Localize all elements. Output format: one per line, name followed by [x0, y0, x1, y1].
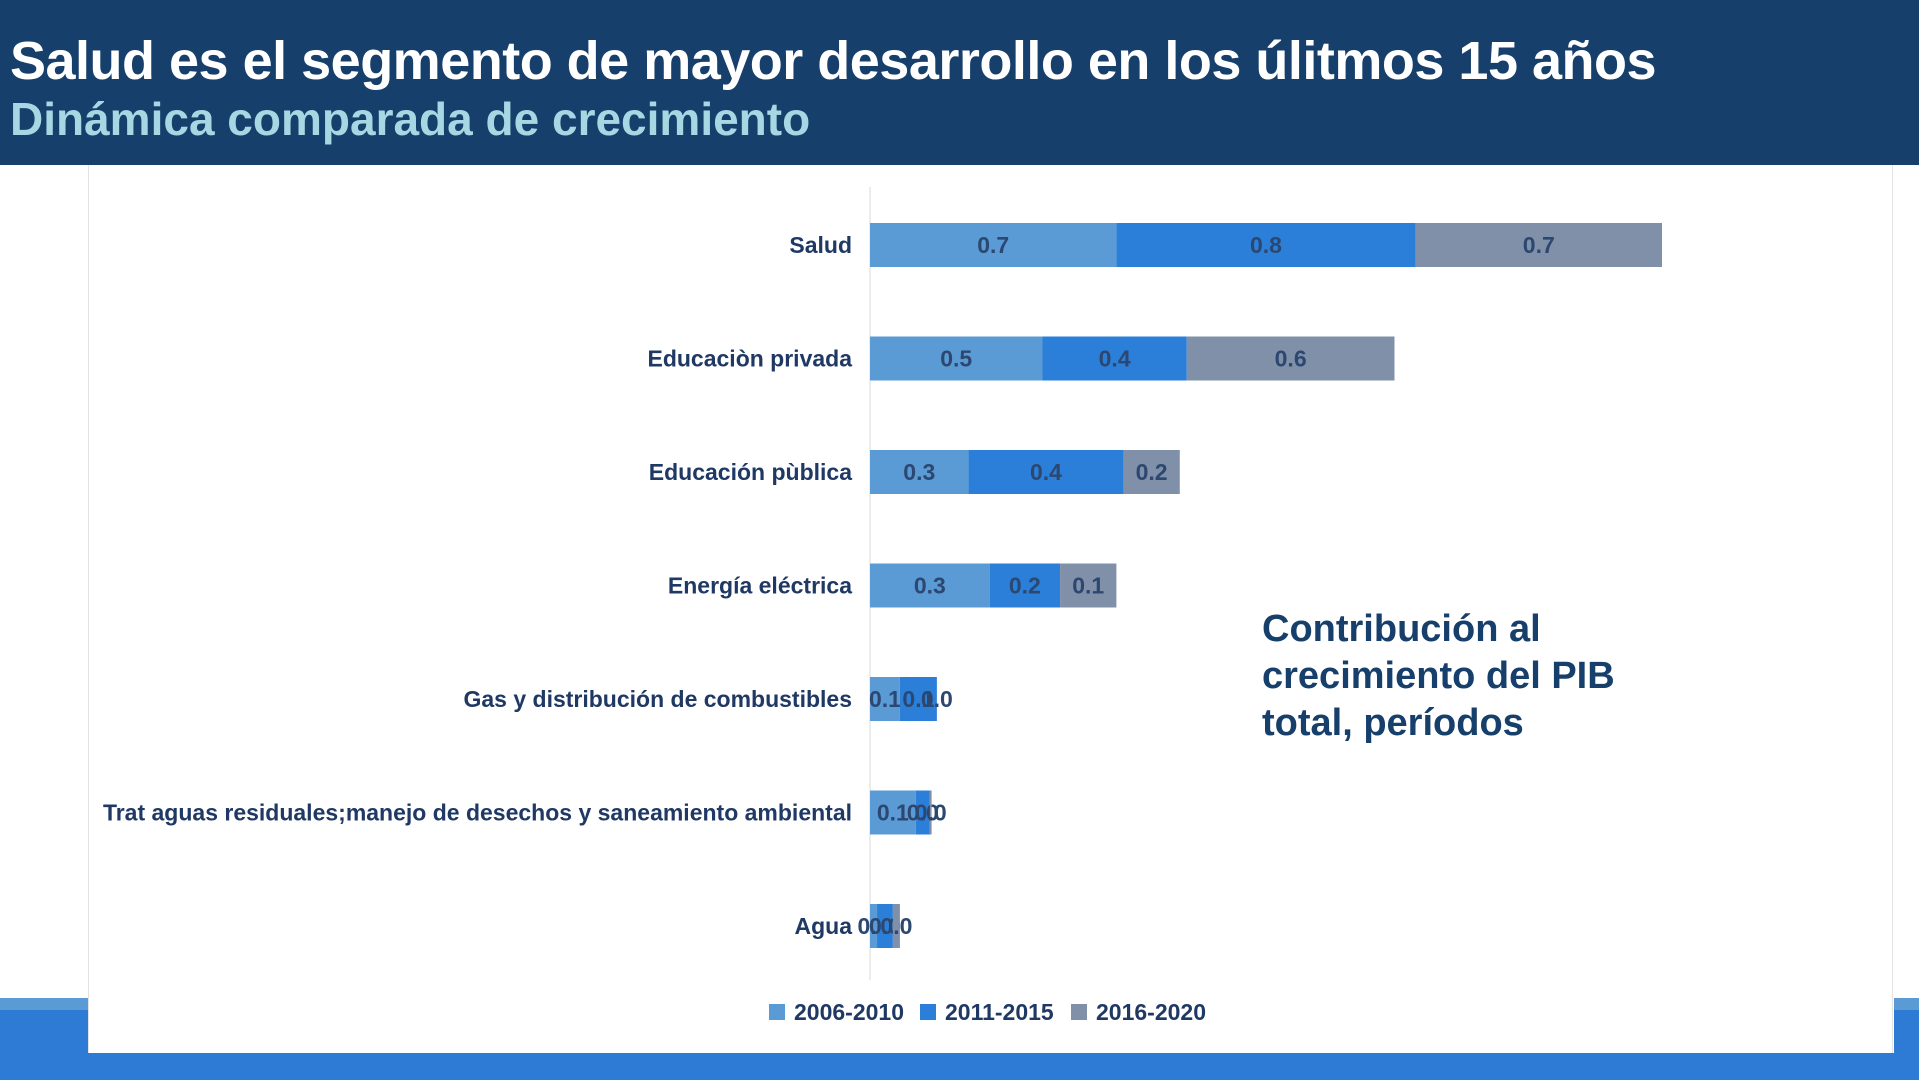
header-banner: Salud es el segmento de mayor desarrollo…: [0, 0, 1919, 165]
data-label: 0.2: [1136, 459, 1168, 485]
legend-label: 2011-2015: [945, 999, 1054, 1025]
bar-segment: [870, 336, 1043, 381]
category-label: Energía eléctrica: [668, 573, 852, 599]
legend-label: 2016-2020: [1096, 999, 1206, 1025]
bar-segment: [1116, 223, 1416, 267]
data-label: 0.4: [1099, 346, 1131, 372]
bar-segment: [870, 677, 900, 721]
legend-swatch: [1071, 1004, 1087, 1020]
bar-segment: [915, 790, 930, 835]
bar-segment: [989, 563, 1061, 608]
data-label: 0.7: [1523, 232, 1555, 258]
data-label: 0.0: [907, 800, 939, 826]
data-label: 0.1: [877, 800, 909, 826]
data-label: 0.5: [940, 346, 972, 372]
data-label: 0.6: [1275, 346, 1307, 372]
stacked-bar-chart: Salud 0.7 0.8 0.7 Educaciòn privada 0.5 0.4 0.6…: [103, 187, 1662, 1025]
bar-segment: [1186, 336, 1395, 381]
bar-segment: [870, 563, 990, 608]
category-label: Gas y distribución de combustibles: [463, 686, 852, 712]
page-title: Salud es el segmento de mayor desarrollo…: [10, 31, 1657, 91]
data-label: 0.1: [902, 686, 934, 712]
legend-swatch: [920, 1004, 936, 1020]
data-label: 0.0: [921, 686, 953, 712]
data-label: 0.0: [915, 800, 947, 826]
data-label: 0.1: [869, 686, 901, 712]
bar-segment: [877, 904, 893, 948]
data-label: 0.3: [903, 459, 935, 485]
bar-segment: [1123, 450, 1180, 494]
bar-segment: [870, 450, 969, 494]
bar-segment: [870, 904, 878, 948]
page-subtitle: Dinámica comparada de crecimiento: [10, 93, 811, 145]
legend-label: 2006-2010: [794, 999, 904, 1025]
data-label: 0.1: [1072, 573, 1104, 599]
bar-segment: [968, 450, 1124, 494]
bar-segment: [899, 677, 937, 721]
bar-segment: [1415, 223, 1662, 267]
bar-segment: [1042, 336, 1187, 381]
bar-segment: [1060, 563, 1117, 608]
data-label: 0.0: [880, 913, 912, 939]
category-label: Educaciòn privada: [647, 346, 852, 372]
data-label: 0.7: [977, 232, 1009, 258]
bar-segment: [870, 790, 916, 835]
category-label: Agua: [795, 913, 853, 939]
bar-segment: [870, 223, 1117, 267]
bar-segment: [929, 790, 932, 835]
data-label: 0.2: [1009, 573, 1041, 599]
category-label: Trat aguas residuales;manejo de desechos…: [103, 800, 852, 826]
data-label: 0.8: [1250, 232, 1282, 258]
category-label: Salud: [789, 232, 852, 258]
data-label: 0.3: [914, 573, 946, 599]
bar-segment: [892, 904, 900, 948]
chart-annotation: Contribución al crecimiento del PIB tota…: [1262, 608, 1615, 744]
category-label: Educación pùblica: [649, 459, 852, 485]
data-label: 0.4: [1030, 459, 1062, 485]
chart-panel: Salud 0.7 0.8 0.7 Educaciòn privada 0.5 0.4 0.6…: [88, 165, 1894, 1053]
legend-swatch: [769, 1004, 785, 1020]
